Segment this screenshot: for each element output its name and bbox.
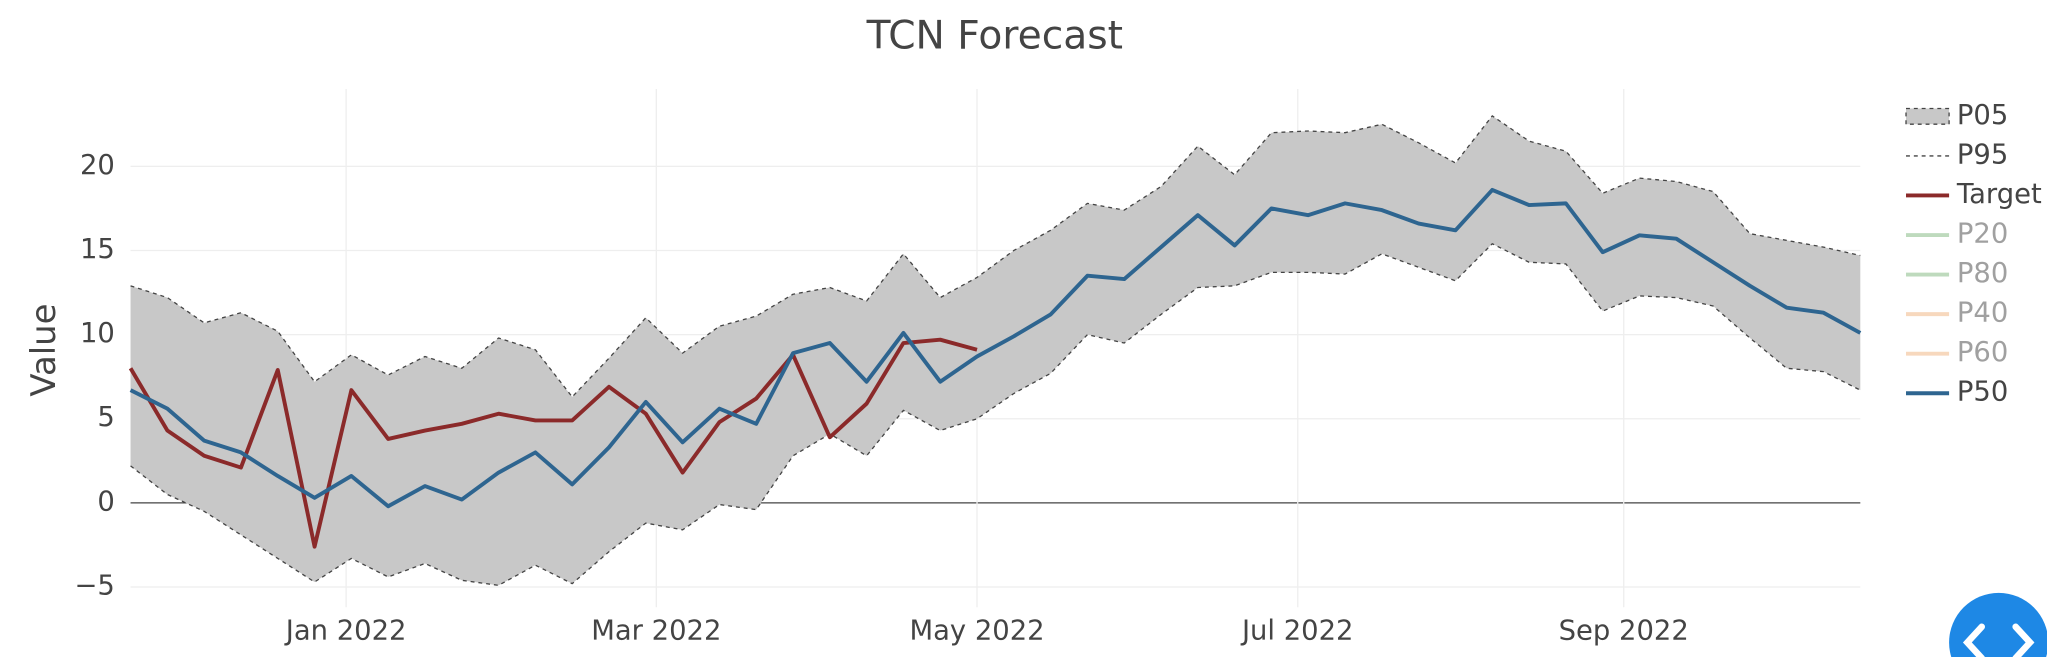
legend-label[interactable]: P05 [1957, 100, 2008, 131]
series-line [128, 337, 978, 549]
x-tick-label: Jan 2022 [284, 616, 407, 647]
legend-label[interactable]: P60 [1957, 337, 2008, 368]
chart-title: TCN Forecast [866, 14, 1123, 59]
legend: P05 P95 Target P20 P80 P40 P60 P50 [1905, 100, 2042, 408]
plot-area [128, 115, 1862, 586]
button-circle[interactable] [1949, 592, 2047, 657]
legend-item[interactable]: P20 [1906, 219, 2008, 250]
series-line [130, 115, 1861, 398]
y-tick-label: −5 [74, 571, 114, 602]
legend-label[interactable]: Target [1956, 179, 2042, 210]
legend-item[interactable]: P95 [1906, 139, 2008, 170]
y-axis-label: Value [24, 303, 64, 396]
x-tick-label: Jul 2022 [1240, 616, 1354, 647]
legend-item[interactable]: P80 [1906, 258, 2008, 289]
y-tick-label: 5 [97, 402, 114, 433]
legend-label[interactable]: P80 [1957, 258, 2008, 289]
x-tick-label: May 2022 [909, 616, 1044, 647]
y-tick-label: 15 [80, 234, 115, 265]
legend-item[interactable]: P40 [1906, 298, 2008, 329]
code-toggle-button[interactable] [1949, 592, 2047, 657]
legend-item[interactable]: P05 [1905, 100, 2008, 131]
band-fill [130, 115, 1861, 586]
legend-label[interactable]: P40 [1957, 298, 2008, 329]
legend-item[interactable]: P60 [1906, 337, 2008, 368]
axes: −5 0 5 10 15 20 Jan 2022 Mar 2022 May 2022 Jul 20… [74, 150, 1688, 647]
button-icon[interactable] [1962, 623, 2035, 657]
series-line [129, 187, 1862, 509]
legend-item[interactable]: P50 [1906, 377, 2008, 408]
legend-label[interactable]: P95 [1957, 139, 2008, 170]
x-tick-label: Sep 2022 [1559, 616, 1689, 647]
y-tick-label: 10 [80, 318, 115, 349]
series-line [130, 243, 1861, 586]
legend-item[interactable]: Target [1906, 179, 2042, 210]
legend-label[interactable]: P20 [1957, 219, 2008, 250]
legend-swatch[interactable] [1905, 107, 1950, 125]
y-tick-label: 0 [97, 486, 114, 517]
x-tick-label: Mar 2022 [591, 616, 721, 647]
y-tick-label: 20 [80, 150, 115, 181]
legend-label[interactable]: P50 [1957, 377, 2008, 408]
